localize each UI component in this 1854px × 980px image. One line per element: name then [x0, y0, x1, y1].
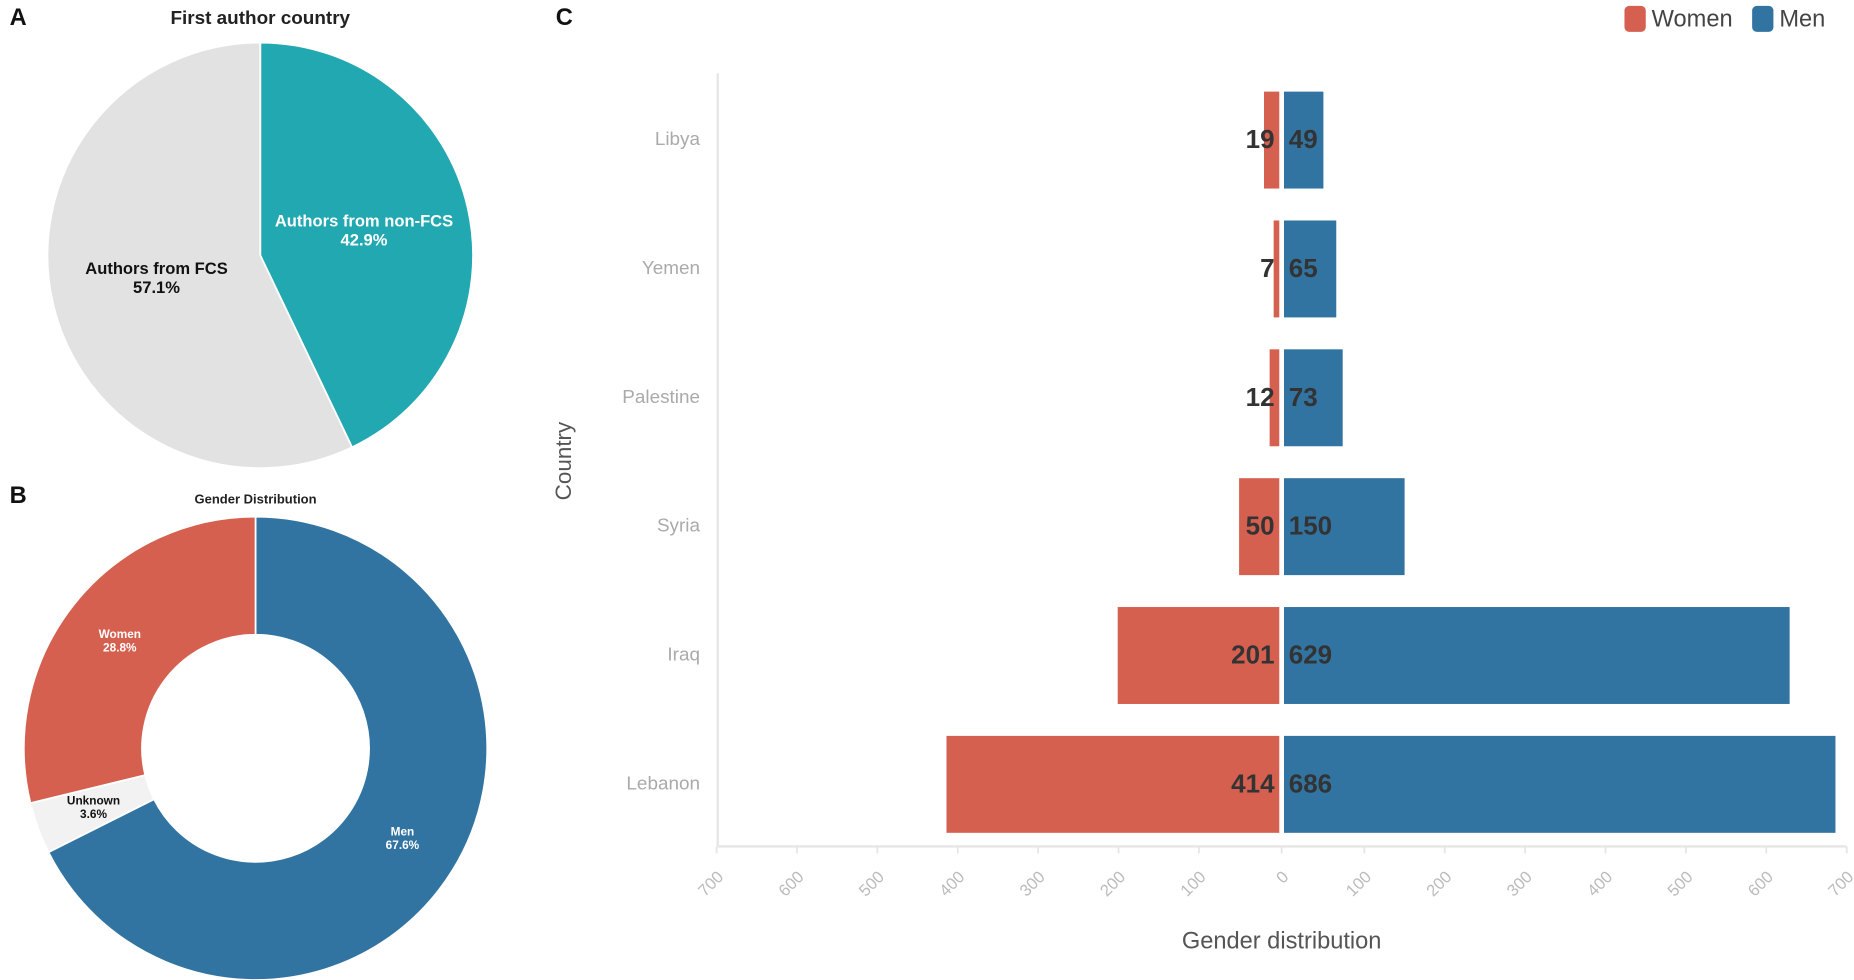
data-label: 50: [1246, 511, 1275, 541]
slice-label: Women 28.8%: [99, 627, 141, 655]
x-tick-label: 200: [1422, 867, 1455, 900]
slice: [46, 41, 354, 470]
data-label: 414: [1231, 768, 1275, 798]
bar: [1284, 91, 1324, 189]
data-label: 65: [1289, 253, 1318, 283]
slice-category: Authors from non-FCS: [275, 212, 453, 231]
slice-category: Men: [391, 825, 415, 839]
slice-value: 67.6%: [386, 838, 420, 852]
slice-label: Unknown 3.6%: [67, 793, 120, 821]
bar: [1239, 478, 1280, 576]
x-tick-label: 300: [1016, 867, 1049, 900]
slice-label: Authors from non-FCS 42.9%: [275, 212, 453, 250]
x-tick-label: 700: [1824, 867, 1854, 900]
slice-label: Authors from FCS 57.1%: [85, 259, 227, 297]
slice: [47, 515, 489, 980]
y-tick-label: Libya: [655, 129, 701, 150]
panel-letter: B: [10, 483, 27, 509]
slice-label: Men 67.6%: [386, 825, 420, 853]
x-axis-label: Gender distribution: [1182, 928, 1382, 954]
slice-value: 42.9%: [341, 231, 388, 250]
bar: [1284, 349, 1343, 447]
slice-category: Authors from FCS: [85, 259, 227, 278]
slice-value: 28.8%: [103, 641, 137, 655]
y-tick-label: Syria: [657, 516, 701, 537]
x-tick-label: 300: [1503, 867, 1536, 900]
data-label: 201: [1231, 640, 1274, 670]
bar: [1269, 349, 1280, 447]
slice: [23, 515, 257, 805]
panel-letter: A: [10, 5, 27, 31]
bar: [1117, 607, 1280, 704]
data-label: 686: [1289, 768, 1332, 798]
chart-title: First author country: [170, 8, 350, 29]
legend-label: Men: [1779, 6, 1825, 32]
x-tick-label: 400: [935, 867, 968, 900]
slice-value: 57.1%: [133, 278, 180, 297]
chart-title: Gender Distribution: [195, 491, 317, 506]
legend-swatch: [1752, 5, 1774, 32]
slice-category: Unknown: [67, 793, 120, 807]
legend-swatch: [1624, 5, 1646, 32]
y-tick-label: Yemen: [642, 258, 700, 279]
x-tick-label: 500: [1664, 867, 1697, 900]
bar: [1284, 478, 1405, 576]
y-axis-label: Country: [551, 421, 576, 500]
data-label: 629: [1289, 640, 1332, 670]
bar: [946, 735, 1280, 833]
data-label: 19: [1246, 124, 1275, 154]
x-tick-label: 700: [694, 867, 727, 900]
data-label: 12: [1246, 382, 1275, 412]
x-tick-label: 600: [775, 867, 808, 900]
x-tick-label: 500: [855, 867, 888, 900]
y-tick-label: Lebanon: [626, 773, 700, 794]
y-tick-label: Palestine: [622, 387, 700, 408]
bar: [1284, 220, 1337, 318]
data-label: 150: [1289, 511, 1332, 541]
x-tick-label: 100: [1177, 867, 1210, 900]
x-tick-label: 600: [1744, 867, 1777, 900]
data-label: 73: [1289, 382, 1318, 412]
x-tick-label: 0: [1272, 867, 1292, 887]
bar: [1284, 607, 1790, 704]
y-tick-label: Iraq: [667, 645, 700, 666]
bar: [1273, 220, 1280, 318]
data-label: 7: [1260, 253, 1274, 283]
data-label: 49: [1289, 124, 1318, 154]
x-tick-label: 200: [1096, 867, 1129, 900]
bar: [1264, 91, 1280, 189]
slice-category: Women: [99, 627, 141, 641]
panel-letter: C: [556, 5, 573, 31]
legend-label: Women: [1652, 6, 1733, 32]
bar: [1284, 735, 1836, 833]
x-tick-label: 100: [1342, 867, 1375, 900]
x-tick-label: 400: [1583, 867, 1616, 900]
slice: [259, 41, 474, 449]
slice-value: 3.6%: [80, 807, 107, 821]
